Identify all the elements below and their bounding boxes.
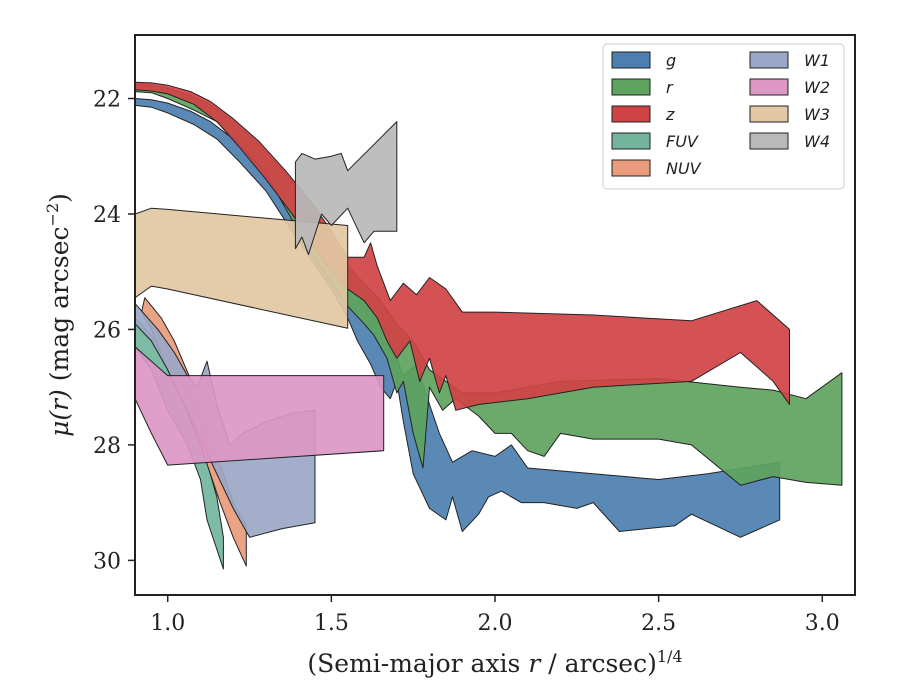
legend-label-nuv: NUV: [666, 159, 702, 178]
legend-label-w3: W3: [804, 105, 830, 124]
y-tick-label: 28: [93, 434, 121, 459]
series-w3-band: [135, 207, 349, 329]
x-tick-label: 2.5: [641, 611, 676, 636]
y-tick-label: 24: [93, 203, 121, 228]
x-tick-label: 2.0: [478, 611, 513, 636]
legend-label-z: z: [665, 105, 675, 124]
legend-swatch-r: [611, 78, 651, 96]
x-tick-label: 1.0: [150, 611, 185, 636]
ticks-layer: 1.0 1.5 2.0 2.5 3.0 22 24 26 28 30: [93, 88, 840, 636]
legend-swatch-g: [611, 51, 651, 69]
legend: grz FUV NUV W1 W2 W3 W4: [602, 43, 845, 190]
y-tick-label: 26: [93, 318, 121, 343]
series-w4-band: [294, 121, 398, 255]
series-w2-band: [135, 346, 385, 466]
legend-label-w2: W2: [804, 78, 830, 97]
legend-label-w4: W4: [804, 132, 830, 151]
legend-swatch-w2: [749, 78, 789, 96]
y-tick-label: 22: [93, 88, 121, 113]
y-tick-label: 30: [93, 549, 121, 574]
legend-swatch-z: [611, 105, 651, 123]
x-tick-label: 1.5: [314, 611, 349, 636]
legend-swatch-nuv: [611, 159, 651, 177]
series-layer: [135, 81, 843, 570]
x-axis-label: (Semi-major axis r / arcsec)1/4: [307, 647, 682, 678]
x-tick-label: 3.0: [805, 611, 840, 636]
legend-swatch-fuv: [611, 132, 651, 150]
legend-swatch-w1: [749, 51, 789, 69]
legend-label-w1: W1: [804, 51, 830, 70]
y-axis-label: μ(r) (mag arcsec−2): [43, 193, 74, 437]
legend-swatch-w4: [749, 132, 789, 150]
legend-label-r: r: [666, 78, 674, 97]
legend-label-g: g: [666, 51, 676, 70]
legend-swatch-w3: [749, 105, 789, 123]
legend-label-fuv: FUV: [666, 132, 699, 151]
